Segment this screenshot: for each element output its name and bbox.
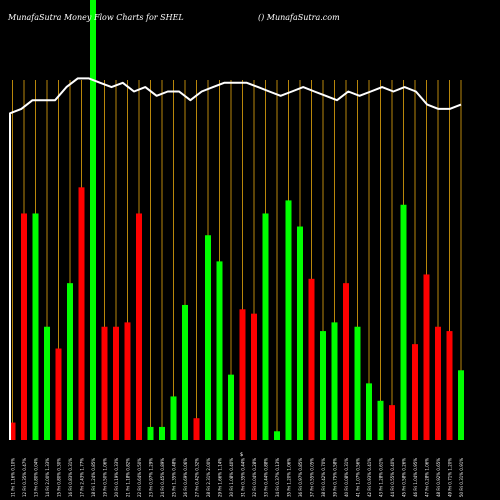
money-flow-bar [343,283,349,440]
x-tick-label: 14 Fri 2.00% 1.33% [45,458,50,497]
x-tick-label: 21 Fri 1.18% 0.82% [126,458,131,497]
money-flow-bar [32,213,39,440]
x-tick-label: 25 Fri 1.35% 0.48% [172,458,177,497]
money-flow-bar [251,313,257,440]
money-flow-bar [159,426,165,440]
money-flow-bar [55,348,62,440]
money-flow-bar [170,396,177,440]
x-tick-label: 40 Fri 0.08% 0.31% [344,458,349,497]
money-flow-bar [412,344,418,440]
x-axis-labels: 11 Fri 1.16% 0.10% 12 Fri 0.35% 0.47% 13 F… [11,458,465,497]
money-flow-bar [297,226,303,440]
x-tick-label: 17 Fri 2.43% 1.77% [80,458,85,497]
money-flow-bar [389,405,395,440]
money-flow-bar [44,326,50,440]
x-tick-label: 49 Fri 0.71% 1.20% [448,458,453,497]
money-flow-bar [205,235,211,440]
x-tick-label: 30 Fri 1.08% 0.40% [229,458,234,497]
money-flow-bar [78,187,85,440]
money-flow-bar [239,309,246,440]
x-tick-label: 12 Fri 0.35% 0.47% [22,458,27,497]
money-flow-bar [136,213,142,440]
x-tick-label: 29 Fri 1.66% 1.14% [218,458,223,497]
money-flow-bar [377,400,384,440]
x-tick-label: 35 Fri 1.20% 1.06% [287,458,292,497]
x-tick-label: 28 Fri 2.31% 2.00% [206,458,211,497]
money-flow-bar [435,326,441,440]
x-tick-label: 50 Fri 0.31% 0.91% [459,458,464,497]
money-flow-bar [228,374,234,440]
x-tick-label: 39 Fri 0.75% 0.58% [333,458,338,497]
x-tick-label: 43 Fri 1.28% 0.61% [379,458,384,497]
money-flow-bar [308,278,315,440]
x-tick-label: 27 Fri 0.42% 0.32% [195,458,200,497]
price-line-group [9,77,462,440]
money-flow-bar [320,331,326,440]
money-flow-bar [9,422,16,440]
chart-title: MunafaSutra Money Flow Charts for SHEL [7,13,184,22]
money-flow-bar [446,331,453,440]
x-tick-label: 32 Fri 0.04% 0.28% [252,458,257,497]
money-flow-bar [124,322,131,440]
x-tick-label: 24 Fri 0.45% 0.89% [160,458,165,497]
x-tick-label: 41 Fri 1.07% 0.56% [356,458,361,497]
money-flow-bar [193,418,200,440]
money-flow-bar [21,213,27,440]
x-tick-label: 44 Fri 0.55% 0.40% [390,458,395,497]
x-tick-label: 23 Fri 0.97% 1.29% [149,458,154,497]
x-tick-label: 45 Fri 0.58% 0.26% [402,458,407,497]
money-flow-bar [67,283,73,440]
money-flow-bar [458,370,464,440]
x-tick-label: 31 Fri 0.35% 0.44% [241,458,246,497]
bars-group [9,0,464,440]
money-flow-bar [354,326,361,440]
x-tick-label: 22 Fri 0.64% 0.50% [137,458,142,497]
x-tick-label: 42 Fri 0.93% 0.41% [367,458,372,497]
price-line [9,77,462,440]
x-tick-label: 16 Fri 0.83% 0.31% [68,458,73,497]
chart-subtitle: () MunafaSutra.com [258,13,340,22]
x-tick-label: 15 Fri 0.80% 0.30% [57,458,62,497]
x-tick-label: 20 Fri 0.19% 0.33% [114,458,119,497]
money-flow-bar [90,0,96,440]
money-flow-bar [331,322,338,440]
money-flow-bar [147,426,154,440]
money-flow-bar [182,304,188,440]
money-flow-bar [101,326,108,440]
x-tick-label: 26 Fri 0.69% 0.06% [183,458,188,497]
x-tick-label: 33 Fri 0.44% 0.88% [264,458,269,497]
currency-label: $ [240,452,243,458]
x-tick-label: 18 Fri 1.24% 0.85% [91,458,96,497]
money-flow-bar [113,326,119,440]
x-tick-label: 19 Fri 0.50% 1.06% [103,458,108,497]
money-flow-bar [366,383,372,440]
x-tick-label: 13 Fri 0.80% 0.04% [34,458,39,497]
x-tick-label: 11 Fri 1.16% 0.10% [11,458,16,497]
money-flow-bar [285,200,292,440]
x-tick-label: 38 Fri 0.42% 0.70% [321,458,326,497]
x-tick-label: 37 Fri 0.55% 0.05% [310,458,315,497]
x-tick-label: 46 Fri 1.04% 0.95% [413,458,418,497]
x-tick-label: 36 Fri 0.97% 0.85% [298,458,303,497]
money-flow-bar [274,431,280,440]
money-flow-bar [423,274,430,440]
x-tick-label: 34 Fri 0.37% 0.13% [275,458,280,497]
money-flow-bar [400,204,407,440]
x-tick-label: 48 Fri 0.92% 0.65% [436,458,441,497]
x-tick-label: 47 Fri 0.28% 1.06% [425,458,430,497]
money-flow-bar [216,261,223,440]
money-flow-bar [262,213,269,440]
